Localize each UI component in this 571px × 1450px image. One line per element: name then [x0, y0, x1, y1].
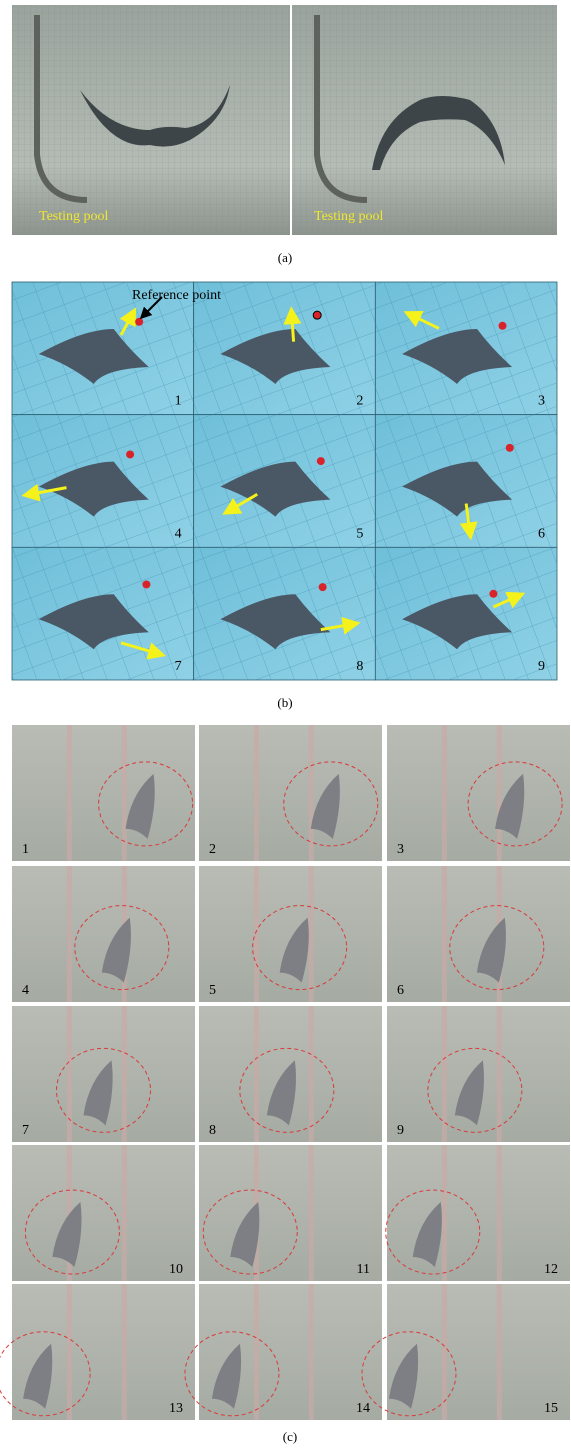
- pool-pillar: [309, 725, 314, 861]
- reference-dot: [142, 580, 150, 588]
- frame-number: 8: [209, 1123, 216, 1138]
- photo-label: Testing pool: [314, 209, 384, 224]
- frame-number: 15: [544, 1401, 558, 1416]
- photo: [12, 725, 195, 861]
- pool-pillar: [254, 1006, 259, 1142]
- photo: [199, 866, 382, 1002]
- frame-number: 7: [175, 659, 182, 674]
- reference-dot: [506, 444, 514, 452]
- photo: [12, 866, 195, 1002]
- reference-dot: [317, 457, 325, 465]
- frame-number: 1: [175, 394, 182, 409]
- photo: [199, 1145, 382, 1281]
- pool-pillar: [254, 725, 259, 861]
- frame-number: 6: [538, 526, 545, 541]
- frame-number: 9: [397, 1123, 404, 1138]
- frame-number: 5: [356, 526, 363, 541]
- frame-number: 2: [356, 394, 363, 409]
- pool-pillar: [442, 725, 447, 861]
- frame-number: 3: [538, 394, 545, 409]
- figure: (a) (b) (c) Testing poolTesting pool1234…: [0, 0, 571, 1450]
- caption: (c): [283, 1429, 297, 1444]
- frame-number: 14: [356, 1401, 370, 1416]
- frame-number: 2: [209, 842, 216, 857]
- annotation: Reference point: [132, 288, 221, 303]
- pool-pillar: [254, 866, 259, 1002]
- frame-number: 6: [397, 983, 404, 998]
- frame-number: 3: [397, 842, 404, 857]
- pool-pillar: [254, 1284, 259, 1420]
- reference-dot: [313, 311, 321, 319]
- pool-pillar: [67, 1284, 72, 1420]
- frame-number: 12: [544, 1262, 558, 1277]
- pool-pillar: [497, 1006, 502, 1142]
- frame-number: 11: [357, 1262, 370, 1277]
- photo: [387, 725, 570, 861]
- frame-number: 10: [169, 1262, 183, 1277]
- pool-pillar: [309, 866, 314, 1002]
- frame-number: 1: [22, 842, 29, 857]
- frame-number: 5: [209, 983, 216, 998]
- frame-number: 4: [175, 526, 182, 541]
- pool-pillar: [497, 1284, 502, 1420]
- photo: [387, 1145, 570, 1281]
- photo-label: Testing pool: [39, 209, 109, 224]
- reference-dot: [489, 590, 497, 598]
- pool-pillar: [442, 1145, 447, 1281]
- frame-number: 7: [22, 1123, 29, 1138]
- pool-pillar: [67, 866, 72, 1002]
- pool-pillar: [309, 1145, 314, 1281]
- pool-pillar: [122, 1006, 127, 1142]
- pool-pillar: [122, 1284, 127, 1420]
- pool-pillar: [497, 725, 502, 861]
- pool-pillar: [309, 1006, 314, 1142]
- direction-arrow: [292, 315, 294, 342]
- pool-pillar: [67, 725, 72, 861]
- reference-dot: [499, 322, 507, 330]
- pool-pillar: [309, 1284, 314, 1420]
- frame-number: 13: [169, 1401, 183, 1416]
- frame-number: 4: [22, 983, 29, 998]
- caption: (b): [277, 695, 292, 710]
- pool-pillar: [497, 1145, 502, 1281]
- reference-dot: [126, 450, 134, 458]
- pool-pillar: [442, 1006, 447, 1142]
- photo: [12, 1145, 195, 1281]
- reference-dot: [135, 318, 143, 326]
- frame-number: 9: [538, 659, 545, 674]
- caption: (a): [278, 250, 292, 265]
- photo: [387, 866, 570, 1002]
- frame-number: 8: [356, 659, 363, 674]
- pool-pillar: [122, 1145, 127, 1281]
- pool-pillar: [67, 1006, 72, 1142]
- net: [12, 5, 290, 235]
- reference-dot: [319, 583, 327, 591]
- pool-pillar: [442, 866, 447, 1002]
